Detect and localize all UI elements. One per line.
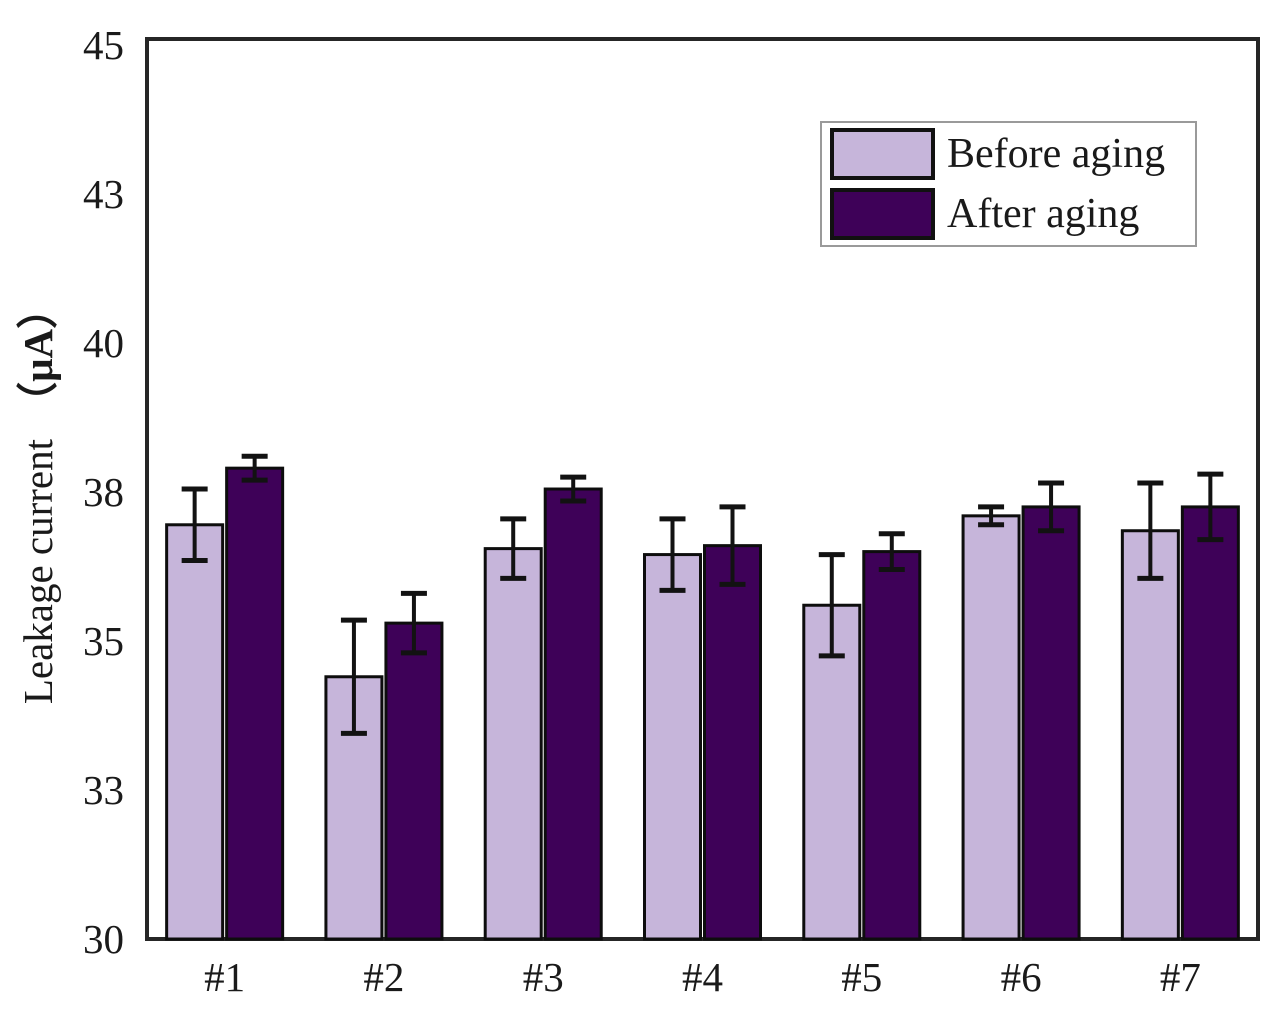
bar-after-3 (543, 487, 603, 941)
legend-label-after-aging: After aging (947, 191, 1140, 237)
bar-before-5 (802, 603, 862, 941)
bar-after-1 (225, 466, 285, 941)
bar-before-4 (643, 553, 702, 941)
x-tick-label-2: #2 (363, 954, 405, 1000)
bar-after-7 (1180, 505, 1240, 941)
y-tick-label-40: 40 (83, 320, 124, 366)
y-tick-label-33: 33 (83, 767, 124, 813)
bar-after-5 (862, 550, 922, 941)
y-tick-label-43: 43 (83, 171, 124, 217)
x-tick-label-1: #1 (204, 954, 246, 1000)
legend-label-before-aging: Before aging (947, 131, 1166, 177)
legend-item-after-aging: After aging (830, 186, 1195, 242)
y-tick-label-35: 35 (83, 618, 124, 664)
y-tick-label-30: 30 (83, 916, 124, 962)
legend: Before aging After aging (820, 121, 1197, 247)
bar-after-6 (1021, 505, 1081, 941)
bar-before-6 (961, 514, 1021, 941)
x-tick-label-3: #3 (522, 954, 564, 1000)
x-tick-label-6: #6 (1000, 954, 1042, 1000)
x-tick-label-4: #4 (682, 954, 723, 1000)
legend-swatch-before-aging (830, 128, 935, 180)
bar-after-4 (703, 544, 762, 941)
bar-before-1 (165, 523, 225, 941)
bar-before-3 (483, 547, 543, 941)
x-tick-label-5: #5 (841, 954, 883, 1000)
legend-swatch-after-aging (830, 188, 935, 240)
x-tick-label-7: #7 (1159, 954, 1201, 1000)
legend-item-before-aging: Before aging (830, 126, 1195, 182)
y-tick-label-38: 38 (83, 469, 124, 515)
bar-before-7 (1120, 529, 1180, 941)
bar-after-2 (384, 621, 444, 941)
y-tick-label-45: 45 (83, 22, 124, 68)
